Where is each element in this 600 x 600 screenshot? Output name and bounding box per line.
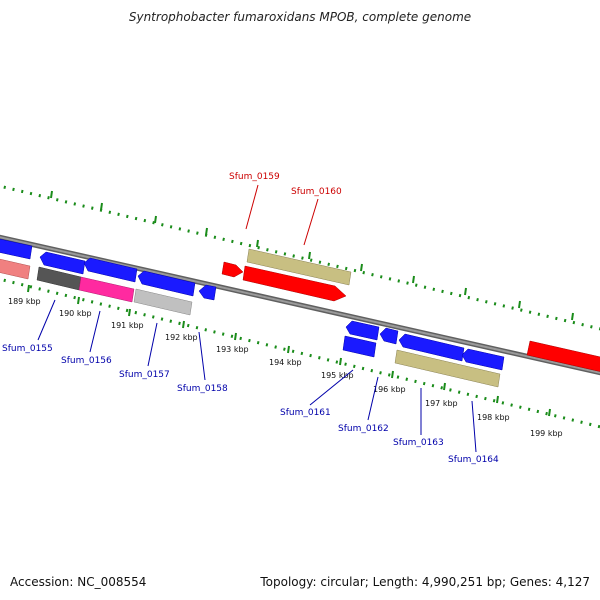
gene-label-sfum-0157[interactable]: Sfum_0157 [119, 370, 170, 380]
kbp-label: 193 kbp [216, 345, 249, 354]
gene-feature [0, 238, 33, 260]
gene-feature [221, 261, 244, 278]
gene-feature [198, 284, 217, 301]
gene-feature [242, 265, 347, 302]
forward-strand-features [0, 238, 600, 372]
gene-feature [78, 276, 135, 303]
inner-major-ticks [27, 284, 551, 417]
map-title: Syntrophobacter fumaroxidans MPOB, compl… [128, 10, 472, 24]
genome-summary: Topology: circular; Length: 4,990,251 bp… [260, 575, 590, 589]
label-leader-lines [37, 184, 477, 453]
inner-dotted-ruler [0, 277, 600, 429]
gene-label-sfum-0156[interactable]: Sfum_0156 [61, 356, 112, 366]
gene-label-sfum-0160[interactable]: Sfum_0160 [291, 187, 342, 197]
gene-feature [137, 270, 196, 297]
gene-label-sfum-0162[interactable]: Sfum_0162 [338, 424, 389, 434]
genome-backbone [0, 234, 600, 376]
kbp-labels: 189 kbp 190 kbp 191 kbp 192 kbp 193 kbp … [8, 297, 563, 438]
kbp-label: 199 kbp [530, 429, 563, 438]
kbp-label: 194 kbp [269, 358, 302, 367]
gene-labels: Sfum_0159 Sfum_0160 Sfum_0155 Sfum_0156 … [2, 172, 499, 465]
kbp-label: 192 kbp [165, 333, 198, 342]
kbp-label: 189 kbp [8, 297, 41, 306]
gene-feature [461, 348, 505, 371]
gene-feature [526, 340, 600, 372]
kbp-label: 191 kbp [111, 321, 144, 330]
gene-label-sfum-0158[interactable]: Sfum_0158 [177, 384, 228, 394]
gene-feature [398, 333, 465, 362]
rna-feature [246, 248, 352, 286]
gene-label-sfum-0164[interactable]: Sfum_0164 [448, 455, 499, 465]
outer-major-ticks [50, 190, 574, 321]
gene-label-sfum-0163[interactable]: Sfum_0163 [393, 438, 444, 448]
kbp-label: 196 kbp [373, 385, 406, 394]
gene-label-sfum-0155[interactable]: Sfum_0155 [2, 344, 53, 354]
gene-feature [379, 327, 399, 345]
gene-feature [0, 258, 31, 280]
gene-feature [342, 335, 377, 358]
gene-label-sfum-0159[interactable]: Sfum_0159 [229, 172, 280, 182]
outer-dotted-ruler [0, 184, 600, 331]
gene-feature [39, 251, 86, 275]
reverse-strand-features [0, 251, 505, 388]
kbp-label: 190 kbp [59, 309, 92, 318]
accession-label: Accession: NC_008554 [10, 575, 147, 589]
rna-feature [394, 349, 501, 388]
kbp-label: 198 kbp [477, 413, 510, 422]
gene-feature [83, 257, 138, 283]
gene-label-sfum-0161[interactable]: Sfum_0161 [280, 408, 331, 418]
kbp-label: 197 kbp [425, 399, 458, 408]
gene-feature [133, 288, 193, 316]
kbp-label: 195 kbp [321, 371, 354, 380]
gene-feature [345, 320, 380, 341]
